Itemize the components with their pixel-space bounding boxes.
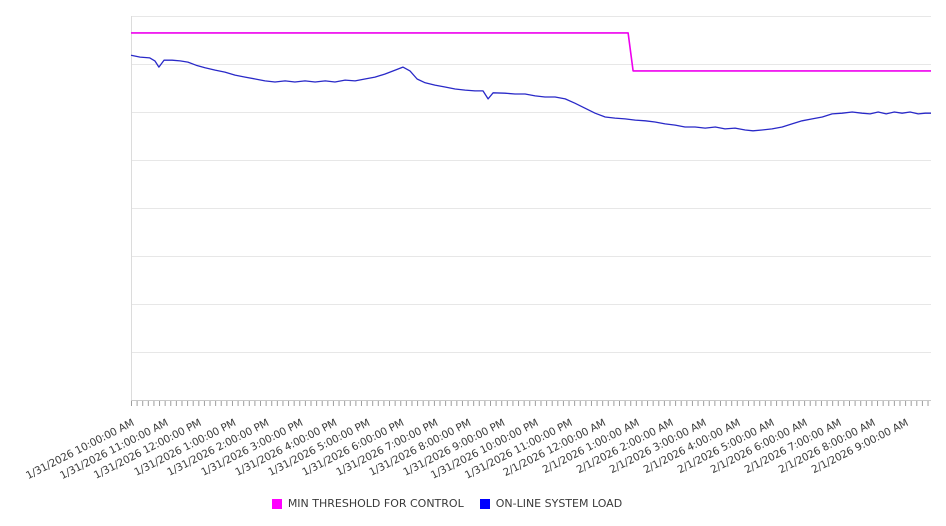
x-axis-label-text: 1/31/2026 11:00:00 PM: [462, 417, 574, 482]
legend-label-min-threshold: MIN THRESHOLD FOR CONTROL: [287, 497, 464, 510]
chart-plot-area: [130, 16, 931, 406]
system-load-line-series: [130, 54, 931, 132]
x-axis-label-text: 1/31/2026 10:00:00 PM: [428, 417, 541, 482]
x-axis-label-text: 1/31/2026 9:00:00 PM: [401, 417, 507, 479]
x-axis-label-text: 2/1/2026 9:00:00 AM: [809, 417, 911, 477]
gridlines: [131, 16, 931, 353]
online-system-load-swatch-icon: [479, 498, 490, 509]
x-axis-label-text: 1/31/2026 4:00:00 PM: [232, 417, 339, 479]
x-axis-label-text: 2/1/2026 3:00:00 AM: [608, 417, 709, 477]
x-axis-label-text: 2/1/2026 7:00:00 AM: [742, 417, 844, 477]
x-axis-label-text: 2/1/2026 6:00:00 AM: [708, 417, 810, 477]
threshold-line-series: [131, 32, 931, 72]
x-axis-label-text: 1/31/2026 5:00:00 PM: [266, 417, 373, 479]
legend-item-online-system-load: ON-LINE SYSTEM LOAD: [479, 497, 623, 510]
x-axis-label-text: 2/1/2026 5:00:00 AM: [675, 417, 776, 477]
x-axis-label-text: 2/1/2026 2:00:00 AM: [574, 417, 675, 477]
x-axis-label-text: 2/1/2026 1:00:00 AM: [540, 417, 642, 477]
x-axis-label-text: 1/31/2026 6:00:00 PM: [300, 417, 406, 479]
x-axis-label-text: 1/31/2026 7:00:00 PM: [333, 417, 440, 479]
x-axis-label-text: 2/1/2026 12:00:00 AM: [501, 417, 608, 480]
chart-legend: MIN THRESHOLD FOR CONTROL ON-LINE SYSTEM…: [0, 497, 946, 510]
x-axis-label-text: 1/31/2026 2:00:00 PM: [165, 417, 272, 479]
min-threshold-swatch-icon: [271, 498, 282, 509]
x-axis-label-text: 1/31/2026 3:00:00 PM: [199, 417, 305, 479]
x-axis-label-text: 1/31/2026 8:00:00 PM: [367, 417, 473, 479]
x-axis-label-text: 1/31/2026 12:00:00 PM: [92, 417, 204, 482]
x-axis-label-text: 2/1/2026 4:00:00 AM: [641, 417, 743, 477]
legend-label-online-system-load: ON-LINE SYSTEM LOAD: [495, 497, 623, 510]
x-axis-label-text: 2/1/2026 8:00:00 AM: [776, 417, 877, 477]
x-axis-label-text: 1/31/2026 11:00:00 AM: [57, 417, 171, 483]
x-axis-label-text: 1/31/2026 10:00:00 AM: [24, 417, 137, 483]
x-axis-minor-ticks: [131, 401, 929, 406]
x-axis-label-text: 1/31/2026 1:00:00 PM: [131, 417, 238, 479]
legend-item-min-threshold: MIN THRESHOLD FOR CONTROL: [271, 497, 464, 510]
